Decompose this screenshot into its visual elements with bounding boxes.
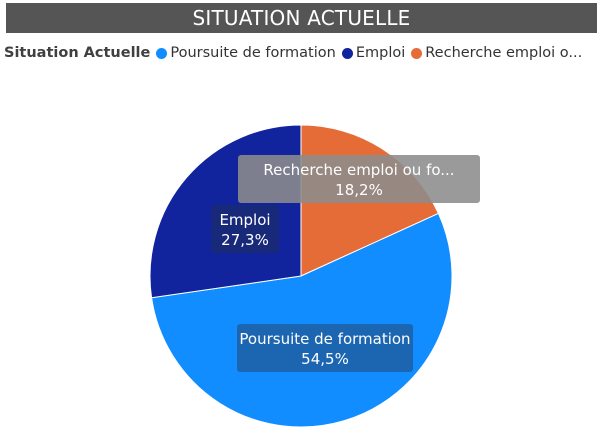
legend-item-recherche[interactable]: Recherche emploi o... <box>411 45 582 61</box>
data-label-value-emploi: 27,3% <box>221 231 269 249</box>
data-label-name-recherche: Recherche emploi ou fo... <box>263 161 454 179</box>
legend: Situation Actuelle Poursuite de formatio… <box>4 42 600 64</box>
data-label-value-recherche: 18,2% <box>335 181 383 199</box>
legend-item-emploi[interactable]: Emploi <box>341 45 406 61</box>
legend-dot-emploi <box>341 47 353 59</box>
data-label-box-poursuite <box>237 324 413 372</box>
data-label-recherche: Recherche emploi ou fo... 18,2% <box>238 155 480 203</box>
data-label-name-emploi: Emploi <box>219 211 270 229</box>
data-label-box-recherche <box>238 155 480 203</box>
legend-label-recherche: Recherche emploi o... <box>425 45 583 61</box>
legend-dot-poursuite <box>156 47 168 59</box>
legend-item-poursuite[interactable]: Poursuite de formation <box>156 45 336 61</box>
legend-title: Situation Actuelle <box>4 45 151 61</box>
chart-title: SITUATION ACTUELLE <box>192 6 411 30</box>
data-label-emploi: Emploi 27,3% <box>211 205 279 253</box>
pie-slice-poursuite[interactable] <box>151 212 453 428</box>
legend-label-emploi: Emploi <box>355 45 406 61</box>
data-label-name-poursuite: Poursuite de formation <box>239 330 410 348</box>
legend-dot-recherche <box>411 47 423 59</box>
chart-header: SITUATION ACTUELLE <box>6 3 597 33</box>
data-label-box-emploi <box>211 205 279 253</box>
data-label-poursuite: Poursuite de formation 54,5% <box>237 324 413 372</box>
data-label-value-poursuite: 54,5% <box>301 350 349 368</box>
legend-label-poursuite: Poursuite de formation <box>170 45 336 61</box>
